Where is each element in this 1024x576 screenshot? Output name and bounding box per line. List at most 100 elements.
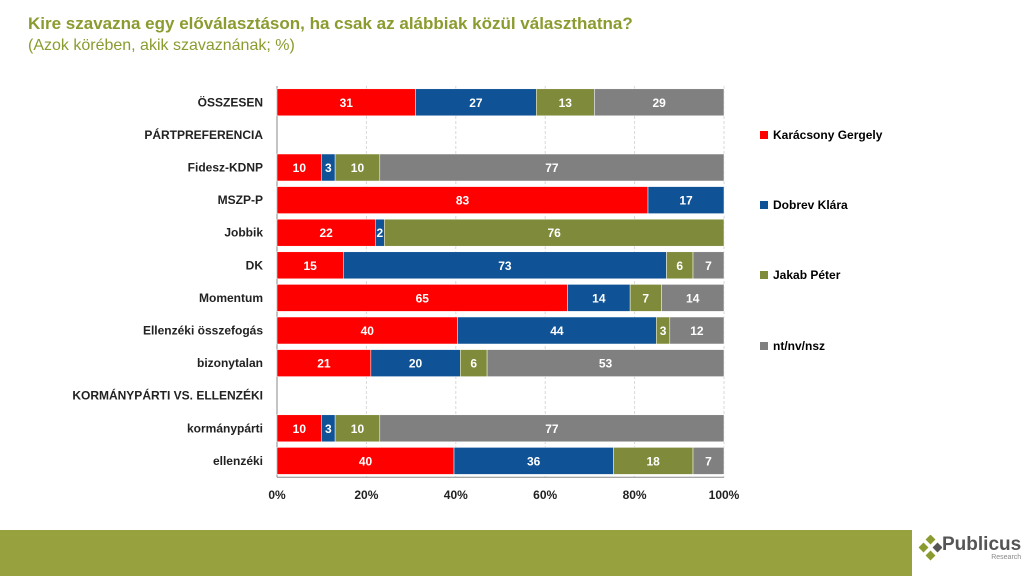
data-label: 7 <box>705 454 712 468</box>
bar-segment <box>276 414 322 443</box>
data-label: 3 <box>660 324 667 338</box>
data-label: 13 <box>559 96 573 110</box>
data-label: 27 <box>469 96 483 110</box>
bar-segment <box>567 284 631 312</box>
data-label: 6 <box>470 357 477 371</box>
data-label: 65 <box>416 291 430 305</box>
bar-segment <box>379 153 725 182</box>
x-tick-label: 40% <box>444 488 468 502</box>
bar-segment <box>460 349 488 377</box>
logo-name: Publicus <box>942 533 1022 555</box>
category-label: kormánypárti <box>187 421 263 435</box>
legend-label: Karácsony Gergely <box>773 128 883 142</box>
data-label: 2 <box>376 226 383 240</box>
x-tick-label: 20% <box>354 488 378 502</box>
x-tick-label: 60% <box>533 488 557 502</box>
data-label: 14 <box>686 291 700 305</box>
category-label: PÁRTPREFERENCIA <box>144 127 263 142</box>
bar-segment <box>343 251 667 280</box>
legend-label: Jakab Péter <box>773 268 841 282</box>
data-label: 76 <box>547 226 561 240</box>
x-tick-label: 80% <box>623 488 647 502</box>
legend-label: nt/nv/nsz <box>773 339 826 353</box>
category-label: Jobbik <box>224 226 263 240</box>
bar-segment <box>276 251 344 280</box>
data-label: 77 <box>545 161 559 175</box>
data-label: 40 <box>361 324 375 338</box>
legend-item: Karácsony Gergely <box>760 128 882 142</box>
bar-segment <box>370 349 461 377</box>
data-label: 53 <box>599 357 613 371</box>
data-label: 3 <box>325 161 332 175</box>
bar-segment <box>486 349 725 377</box>
bar-segment <box>276 153 322 182</box>
data-label: 7 <box>705 259 712 273</box>
bar-segment <box>276 218 376 247</box>
data-label: 7 <box>642 291 649 305</box>
bar-segment <box>536 88 595 117</box>
bar-segment <box>647 186 725 214</box>
bar-segment <box>613 447 694 475</box>
legend-item: Dobrev Klára <box>760 198 848 212</box>
data-label: 40 <box>359 454 373 468</box>
data-label: 83 <box>456 194 470 208</box>
bar-segment <box>692 251 725 280</box>
data-label: 6 <box>676 259 683 273</box>
data-label: 10 <box>351 422 365 436</box>
data-label: 14 <box>592 291 606 305</box>
bar-segment <box>594 88 725 117</box>
category-label: DK <box>246 258 264 272</box>
legend-item: nt/nv/nsz <box>760 339 825 353</box>
bar-segment <box>334 153 381 182</box>
category-label: Ellenzéki összefogás <box>143 324 263 338</box>
bar-segment <box>276 349 372 377</box>
bar-segment <box>453 447 614 475</box>
chart-title: Kire szavazna egy előválasztáson, ha csa… <box>28 14 633 33</box>
legend-swatch <box>760 342 768 350</box>
data-label: 20 <box>409 357 423 371</box>
bar-segment <box>276 186 649 214</box>
logo-sub: Research <box>991 553 1022 561</box>
logo-mark-icon <box>918 535 942 561</box>
data-label: 44 <box>550 324 564 338</box>
data-label: 10 <box>293 422 307 436</box>
category-label: Fidesz-KDNP <box>188 161 263 175</box>
category-label: ÖSSZESEN <box>198 94 263 109</box>
data-label: 36 <box>527 454 541 468</box>
data-label: 21 <box>317 357 331 371</box>
bar-segment <box>276 316 458 345</box>
bar-segment <box>692 447 725 475</box>
data-label: 77 <box>545 422 559 436</box>
bar-segment <box>669 316 725 345</box>
x-tick-label: 0% <box>268 488 286 502</box>
data-label: 73 <box>498 259 512 273</box>
legend-swatch <box>760 131 768 139</box>
x-tick-label: 100% <box>709 488 740 502</box>
bar-segment <box>276 447 455 475</box>
bar-segment <box>384 218 725 247</box>
bar-segment <box>629 284 662 312</box>
legend-label: Dobrev Klára <box>773 198 848 212</box>
publicus-logo: Publicus Research <box>918 535 1021 561</box>
legend-swatch <box>760 201 768 209</box>
category-label: Momentum <box>199 291 263 305</box>
data-label: 29 <box>653 96 667 110</box>
data-label: 10 <box>351 161 365 175</box>
bar-segment <box>379 414 725 443</box>
footer-band <box>0 530 912 576</box>
legend-item: Jakab Péter <box>760 268 840 282</box>
bar-segment <box>666 251 694 280</box>
category-label: ellenzéki <box>213 454 263 468</box>
category-label: bizonytalan <box>197 356 263 370</box>
category-label: KORMÁNYPÁRTI VS. ELLENZÉKI <box>72 388 263 403</box>
data-label: 18 <box>647 454 661 468</box>
category-label: MSZP-P <box>218 193 263 207</box>
bar-segment <box>457 316 657 345</box>
chart-subtitle: (Azok körében, akik szavaznának; %) <box>28 37 295 54</box>
data-label: 15 <box>304 259 318 273</box>
legend-swatch <box>760 271 768 279</box>
data-label: 12 <box>690 324 704 338</box>
data-label: 3 <box>325 422 332 436</box>
data-label: 10 <box>293 161 307 175</box>
